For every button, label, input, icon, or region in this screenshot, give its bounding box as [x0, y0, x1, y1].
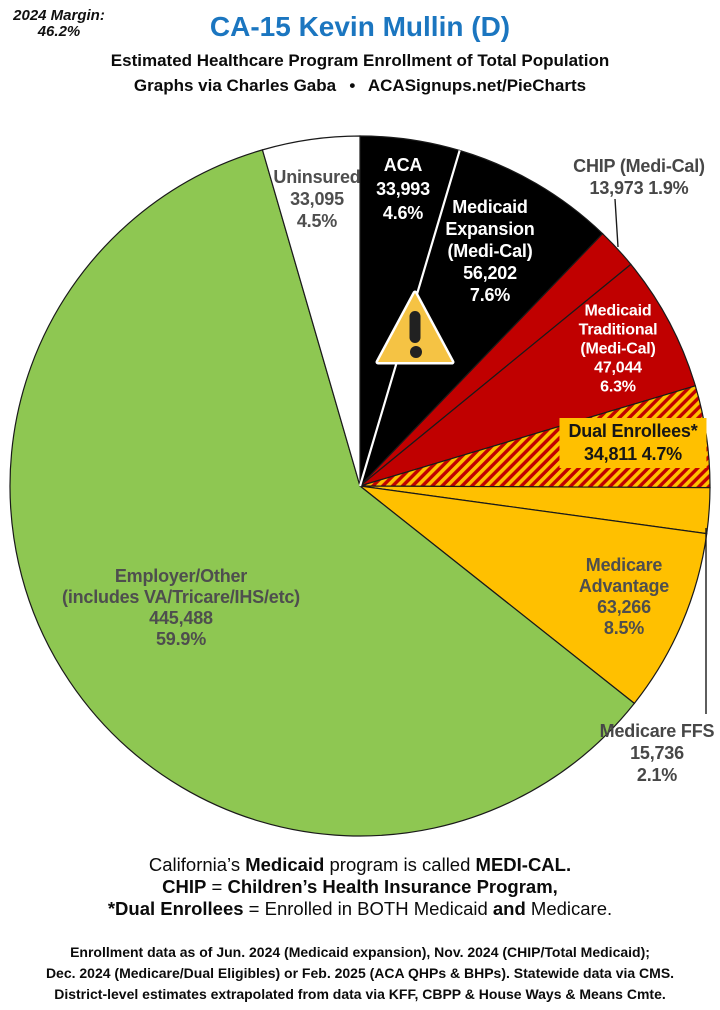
- source-line-3: District-level estimates extrapolated fr…: [54, 986, 666, 1002]
- pie-slices: [9, 135, 711, 837]
- margin-value: 46.2%: [37, 23, 81, 40]
- margin-note: 2024 Margin: 46.2%: [2, 8, 116, 40]
- pie-slice-medicare-advantage: [357, 485, 708, 705]
- pie-slice-uninsured: [261, 135, 361, 487]
- page-title: CA-15 Kevin Mullin (D): [209, 11, 511, 42]
- footnote-medicaid: California’s Medicaid program is called …: [148, 854, 572, 875]
- margin-label: 2024 Margin:: [13, 7, 105, 24]
- source-line-1: Enrollment data as of Jun. 2024 (Medicai…: [70, 944, 650, 960]
- warning-icon: [375, 290, 455, 365]
- footnote-dual: *Dual Enrollees = Enrolled in BOTH Medic…: [107, 898, 613, 919]
- pie-slice-employer-other-includes-va-tricare-ihs-etc: [9, 149, 636, 837]
- footnote-chip: CHIP = Children’s Health Insurance Progr…: [162, 876, 558, 897]
- credit-line: Graphs via Charles Gaba • ACASignups.net…: [133, 76, 587, 95]
- source-line-2: Dec. 2024 (Medicare/Dual Eligibles) or F…: [45, 965, 675, 981]
- pie-slice-medicaid-expansion-medi-cal: [359, 149, 604, 487]
- footnotes: California’s Medicaid program is called …: [0, 854, 720, 920]
- leader-line-chip-medi-cal: [614, 198, 619, 248]
- pie-slice-medicaid-traditional-medi-cal: [359, 263, 697, 487]
- chart-subtitle: Estimated Healthcare Program Enrollment …: [110, 51, 610, 70]
- source-notes: Enrollment data as of Jun. 2024 (Medicai…: [0, 942, 720, 1005]
- pie-overlays: [358, 150, 707, 714]
